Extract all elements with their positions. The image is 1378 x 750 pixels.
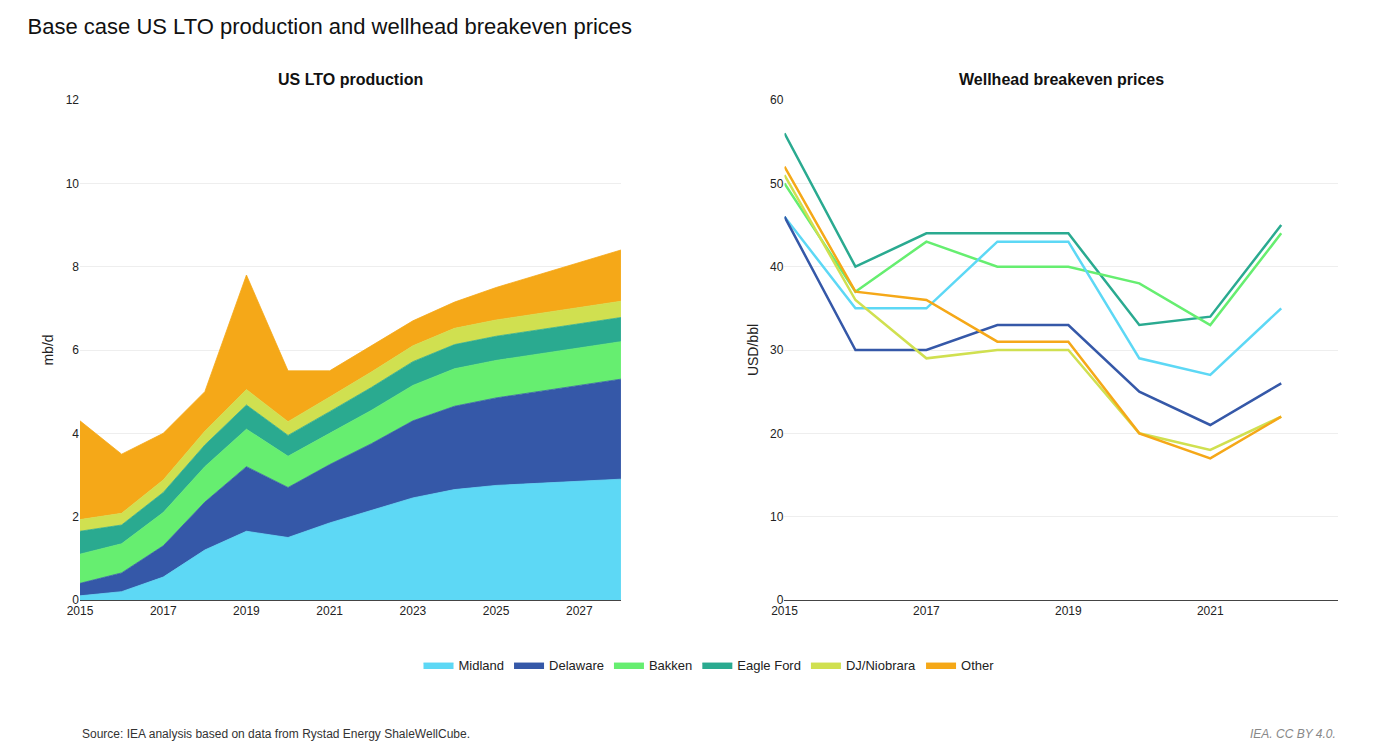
svg-text:30: 30	[770, 343, 784, 357]
svg-text:2017: 2017	[913, 604, 940, 618]
svg-text:12: 12	[66, 93, 80, 107]
svg-text:Wellhead breakeven prices: Wellhead breakeven prices	[959, 71, 1164, 88]
svg-text:8: 8	[72, 260, 79, 274]
svg-text:Delaware: Delaware	[549, 658, 604, 673]
svg-text:2017: 2017	[150, 604, 177, 618]
svg-text:Midland: Midland	[459, 658, 505, 673]
svg-text:USD/bbl: USD/bbl	[745, 324, 761, 376]
svg-text:DJ/Niobrara: DJ/Niobrara	[846, 658, 916, 673]
svg-text:60: 60	[770, 93, 784, 107]
svg-text:10: 10	[770, 510, 784, 524]
svg-text:mb/d: mb/d	[40, 334, 56, 365]
svg-text:50: 50	[770, 177, 784, 191]
svg-text:Base case US LTO production an: Base case US LTO production and wellhead…	[28, 14, 633, 39]
svg-text:2: 2	[72, 510, 79, 524]
svg-text:4: 4	[72, 427, 79, 441]
svg-text:2015: 2015	[67, 604, 94, 618]
svg-text:2025: 2025	[483, 604, 510, 618]
svg-text:2015: 2015	[771, 604, 798, 618]
svg-text:2019: 2019	[233, 604, 260, 618]
svg-text:Source: IEA analysis based on: Source: IEA analysis based on data from …	[82, 727, 470, 741]
svg-text:6: 6	[72, 343, 79, 357]
svg-text:0: 0	[777, 593, 784, 607]
svg-text:20: 20	[770, 427, 784, 441]
svg-text:0: 0	[72, 593, 79, 607]
svg-text:10: 10	[66, 177, 80, 191]
svg-text:2021: 2021	[316, 604, 343, 618]
svg-text:2019: 2019	[1055, 604, 1082, 618]
svg-text:2021: 2021	[1197, 604, 1224, 618]
svg-text:40: 40	[770, 260, 784, 274]
svg-text:Other: Other	[961, 658, 994, 673]
svg-text:IEA. CC BY 4.0.: IEA. CC BY 4.0.	[1250, 727, 1336, 741]
svg-text:Eagle Ford: Eagle Ford	[737, 658, 801, 673]
svg-text:US LTO production: US LTO production	[278, 71, 423, 88]
svg-text:2027: 2027	[566, 604, 593, 618]
svg-text:Bakken: Bakken	[649, 658, 692, 673]
svg-text:2023: 2023	[400, 604, 427, 618]
